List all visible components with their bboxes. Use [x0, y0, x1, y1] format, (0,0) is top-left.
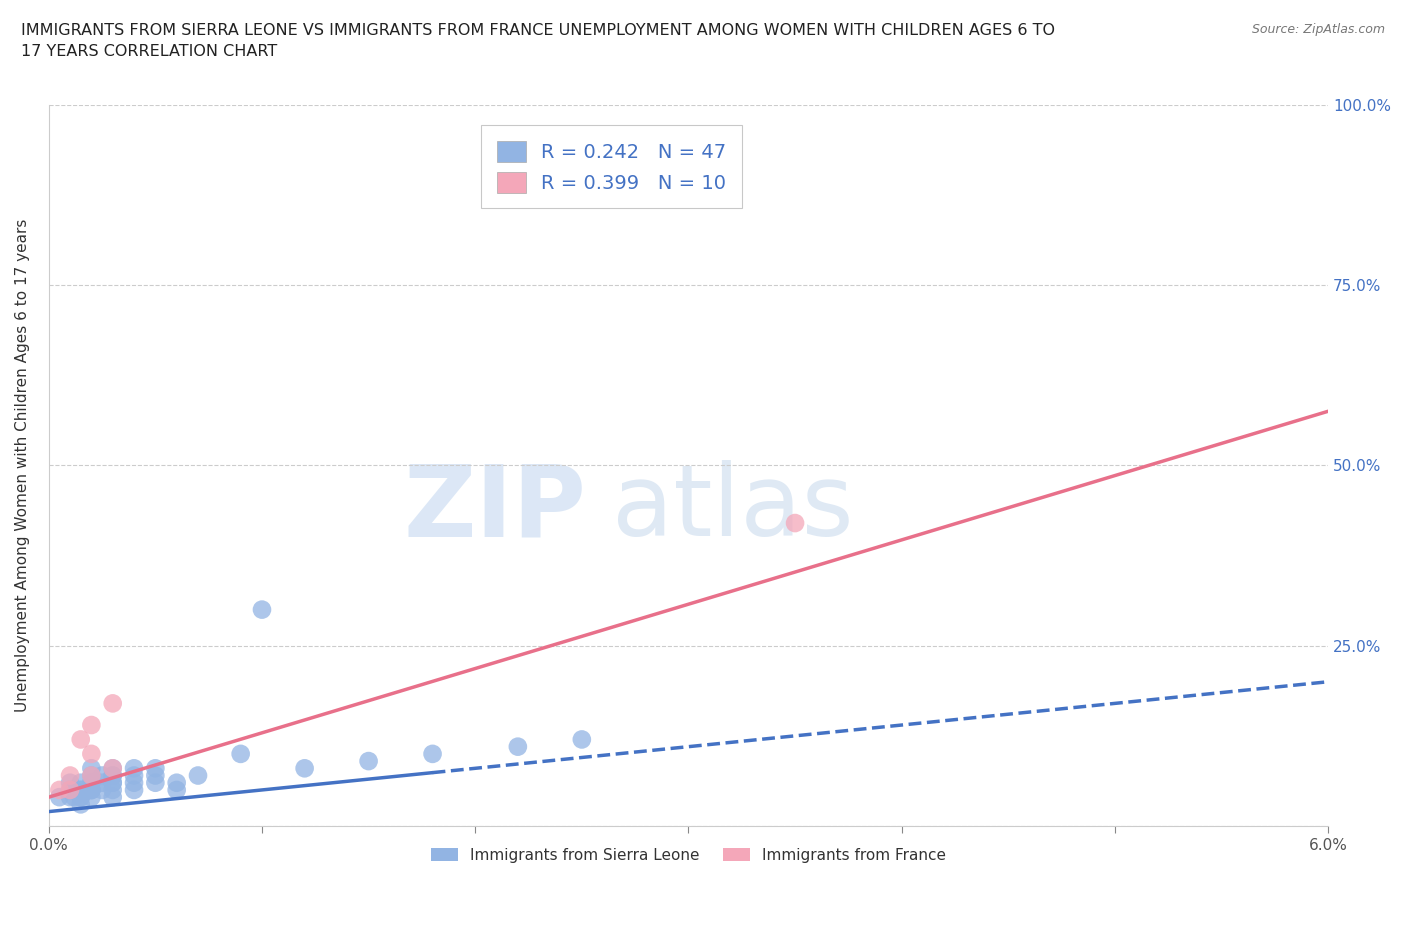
Point: [422, 747, 444, 762]
Point: [101, 782, 124, 797]
Point: [571, 732, 593, 747]
Point: [145, 768, 167, 783]
Point: [80, 790, 103, 804]
Point: [506, 739, 529, 754]
Legend: Immigrants from Sierra Leone, Immigrants from France: Immigrants from Sierra Leone, Immigrants…: [425, 842, 952, 869]
Point: [783, 515, 806, 530]
Point: [69, 776, 91, 790]
Point: [145, 776, 167, 790]
Point: [80, 782, 103, 797]
Point: [122, 776, 145, 790]
Point: [101, 768, 124, 783]
Point: [101, 696, 124, 711]
Y-axis label: Unemployment Among Women with Children Ages 6 to 17 years: Unemployment Among Women with Children A…: [15, 219, 30, 712]
Point: [59, 782, 82, 797]
Point: [69, 782, 91, 797]
Point: [80, 782, 103, 797]
Point: [101, 776, 124, 790]
Point: [69, 797, 91, 812]
Point: [357, 753, 380, 768]
Point: [69, 790, 91, 804]
Point: [187, 768, 209, 783]
Point: [122, 768, 145, 783]
Point: [63, 790, 86, 804]
Point: [91, 782, 114, 797]
Point: [80, 747, 103, 762]
Text: Source: ZipAtlas.com: Source: ZipAtlas.com: [1251, 23, 1385, 36]
Point: [80, 768, 103, 783]
Point: [145, 761, 167, 776]
Point: [80, 776, 103, 790]
Point: [91, 776, 114, 790]
Point: [91, 768, 114, 783]
Point: [229, 747, 252, 762]
Point: [59, 768, 82, 783]
Point: [69, 732, 91, 747]
Point: [80, 782, 103, 797]
Point: [59, 782, 82, 797]
Point: [59, 776, 82, 790]
Point: [48, 782, 70, 797]
Text: atlas: atlas: [612, 460, 853, 557]
Point: [101, 790, 124, 804]
Point: [69, 790, 91, 804]
Point: [294, 761, 316, 776]
Point: [122, 761, 145, 776]
Point: [80, 776, 103, 790]
Point: [250, 603, 273, 618]
Point: [101, 776, 124, 790]
Point: [59, 790, 82, 804]
Point: [80, 718, 103, 733]
Point: [101, 761, 124, 776]
Point: [80, 761, 103, 776]
Point: [48, 790, 70, 804]
Point: [166, 776, 188, 790]
Text: ZIP: ZIP: [404, 460, 586, 557]
Point: [101, 761, 124, 776]
Point: [69, 782, 91, 797]
Point: [166, 782, 188, 797]
Point: [80, 768, 103, 783]
Point: [101, 768, 124, 783]
Point: [122, 782, 145, 797]
Point: [63, 782, 86, 797]
Text: IMMIGRANTS FROM SIERRA LEONE VS IMMIGRANTS FROM FRANCE UNEMPLOYMENT AMONG WOMEN : IMMIGRANTS FROM SIERRA LEONE VS IMMIGRAN…: [21, 23, 1054, 60]
